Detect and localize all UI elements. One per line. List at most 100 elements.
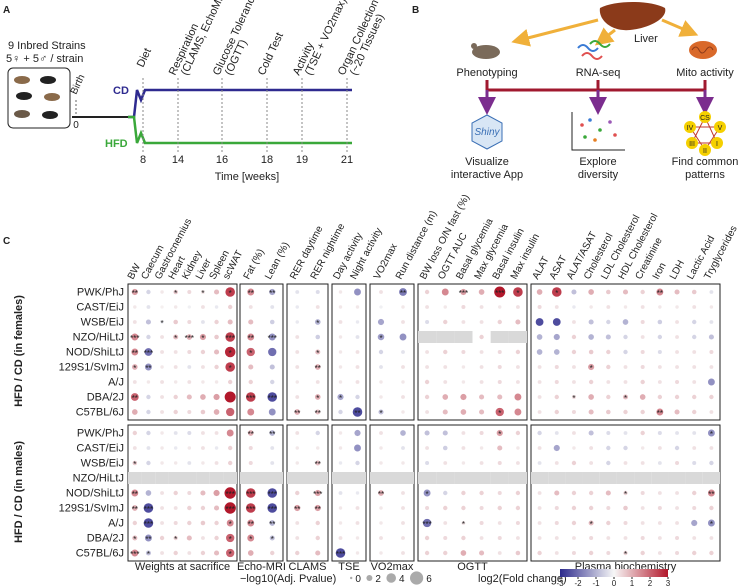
bubble <box>131 333 139 341</box>
significance: *** <box>459 289 468 298</box>
bubble <box>379 365 383 369</box>
bubble <box>554 490 560 496</box>
bubble <box>588 409 594 415</box>
bubble <box>132 430 138 436</box>
bubble <box>246 347 255 357</box>
bubble <box>443 535 448 541</box>
bubble <box>657 536 662 540</box>
bubble <box>460 550 467 556</box>
mito-label: Mito activity <box>676 67 734 79</box>
bubble <box>515 461 520 465</box>
bubble <box>399 288 407 296</box>
bubble <box>424 379 430 385</box>
bubble <box>572 320 576 324</box>
bubble <box>214 380 219 384</box>
bubble <box>571 289 577 295</box>
patterns-label: Find common <box>672 156 739 168</box>
colorbar-label: 1 <box>630 579 635 587</box>
bubble <box>338 461 343 465</box>
bubble <box>425 350 430 354</box>
strain-label: PWK/PhJ <box>77 428 124 440</box>
bubble <box>675 550 680 556</box>
bubble <box>269 319 275 325</box>
bubble <box>623 520 628 526</box>
strain-label: C57BL/6J <box>76 548 124 560</box>
missing-cell <box>454 331 473 343</box>
bubble <box>461 431 466 435</box>
bubble <box>214 446 219 450</box>
bubble <box>461 490 466 496</box>
time-tick: 0 <box>73 120 79 131</box>
bubble <box>692 365 697 369</box>
significance: * <box>316 394 319 403</box>
significance: *** <box>144 520 153 529</box>
bubble <box>606 394 611 400</box>
bubble <box>588 319 594 325</box>
significance: ** <box>132 490 138 499</box>
significance: ** <box>294 409 300 418</box>
bubble <box>640 506 645 510</box>
size-legend-circle <box>350 576 353 580</box>
bubble <box>606 289 611 295</box>
bubble <box>338 536 343 540</box>
bubble <box>295 431 300 435</box>
bubble <box>146 394 151 400</box>
bubble <box>554 520 559 526</box>
bubble <box>378 490 384 496</box>
significance: *** <box>268 394 277 403</box>
colorbar-label: -1 <box>592 579 600 587</box>
bubble <box>145 550 151 556</box>
bubble <box>588 379 594 385</box>
bubble <box>160 320 164 324</box>
network-node-label: II <box>703 148 707 155</box>
bubble <box>605 334 611 340</box>
significance: *** <box>226 490 235 499</box>
bubble <box>479 536 484 540</box>
bubble <box>314 364 321 370</box>
bubble <box>146 446 151 450</box>
group-label: VO2max <box>371 561 414 573</box>
significance: * <box>201 334 204 343</box>
bubble <box>657 334 663 340</box>
bubble <box>497 505 502 511</box>
bubble <box>269 535 275 541</box>
liver-label: Liver <box>634 33 658 45</box>
bubble <box>160 290 164 294</box>
bubble <box>187 380 192 384</box>
bubble <box>186 535 192 541</box>
bubble <box>295 290 300 294</box>
cd-line <box>128 88 352 119</box>
bubble <box>131 489 139 497</box>
significance: * <box>379 409 382 418</box>
bubble <box>173 446 178 450</box>
bubble <box>588 430 594 436</box>
hfd-line <box>128 115 352 145</box>
size-legend-label: 0 <box>355 574 361 585</box>
bubble <box>606 550 611 556</box>
significance: ** <box>400 289 406 298</box>
significance: ** <box>269 520 275 529</box>
group-label: Echo-MRI <box>237 561 286 573</box>
bubble <box>657 430 662 436</box>
bubble <box>186 334 193 340</box>
bubble <box>554 364 559 370</box>
bubble <box>225 287 235 297</box>
bubble <box>622 394 629 400</box>
significance: * <box>229 349 232 358</box>
bubble <box>479 305 484 309</box>
strain-label: CAST/EiJ <box>76 302 124 314</box>
bubble <box>443 365 448 369</box>
bubble <box>379 305 383 309</box>
bubble <box>379 380 383 384</box>
bubble <box>355 305 360 309</box>
bubble <box>145 319 151 325</box>
bubble <box>267 503 278 513</box>
bubble <box>200 349 206 355</box>
bubble <box>442 430 448 436</box>
bubble <box>160 461 164 465</box>
significance: *** <box>185 334 194 343</box>
group-box <box>239 424 284 562</box>
bubble <box>479 430 484 436</box>
bubble <box>640 461 645 465</box>
